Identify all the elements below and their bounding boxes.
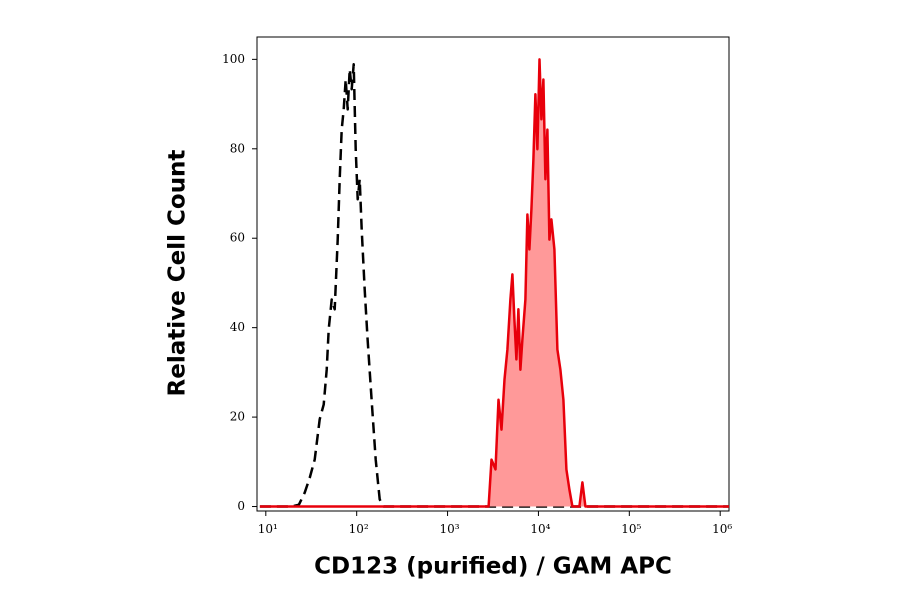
y-tick-label: 40	[230, 320, 245, 334]
x-tick-label: 10⁴	[530, 522, 550, 536]
plot-frame	[256, 36, 730, 512]
y-tick-label: 0	[237, 499, 245, 513]
y-tick-label: 60	[230, 231, 245, 245]
x-tick-label: 10⁵	[621, 522, 641, 536]
x-tick-label: 10³	[440, 522, 460, 536]
x-tick-label: 10⁶	[712, 522, 732, 536]
area	[259, 59, 729, 507]
line	[259, 58, 729, 508]
x-axis-title: CD123 (purified) / GAM APC	[314, 554, 672, 580]
x-tick-label: 10²	[349, 522, 369, 536]
line	[259, 63, 729, 508]
y-tick-label: 20	[230, 410, 245, 424]
y-tick-label: 80	[230, 141, 245, 155]
y-tick-label: 100	[222, 52, 245, 66]
y-axis-title: Relative Cell Count	[165, 150, 191, 397]
x-tick-label: 10¹	[258, 522, 278, 536]
